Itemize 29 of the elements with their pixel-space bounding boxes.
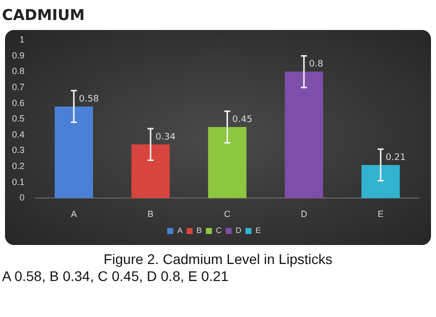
- chart-title: CADMIUM: [1, 5, 86, 26]
- legend-label: B: [196, 226, 202, 236]
- y-tick-label: 0.4: [12, 129, 25, 140]
- y-tick-label: 0.7: [12, 82, 25, 92]
- y-tick-label: 1: [19, 34, 25, 44]
- y-tick-label: 0.9: [12, 50, 25, 60]
- text: A 0.58, B 0.34, C 0.45, D 0.8, E 0.21: [2, 268, 230, 285]
- y-tick-label: 0.2: [12, 161, 25, 172]
- y-tick-label: 0.5: [12, 114, 25, 124]
- y-tick-label: 0: [19, 192, 25, 203]
- data-label: 0.34: [156, 132, 176, 142]
- caption: Figure 2. Cadmium Level in Lipsticks: [102, 251, 334, 268]
- x-tick-label: C: [224, 209, 232, 220]
- data-label: 0.45: [232, 114, 252, 125]
- legend-label: C: [216, 226, 222, 236]
- y-tick-label: 0.1: [12, 176, 25, 187]
- x-tick-label: B: [148, 209, 154, 220]
- data-label: 0.58: [78, 94, 100, 104]
- legend-label: D: [236, 226, 242, 236]
- data-label: 0.21: [386, 152, 406, 163]
- legend-label: E: [255, 226, 261, 236]
- x-tick-label: E: [378, 209, 384, 220]
- x-tick-label: D: [300, 209, 308, 220]
- data-label: 0.8: [308, 59, 324, 70]
- y-tick-label: 0.6: [12, 98, 25, 108]
- y-tick-label: 0.3: [12, 145, 25, 156]
- x-tick-label: A: [70, 209, 77, 220]
- legend-label: A: [177, 226, 184, 236]
- y-tick-label: 0.8: [12, 66, 25, 76]
